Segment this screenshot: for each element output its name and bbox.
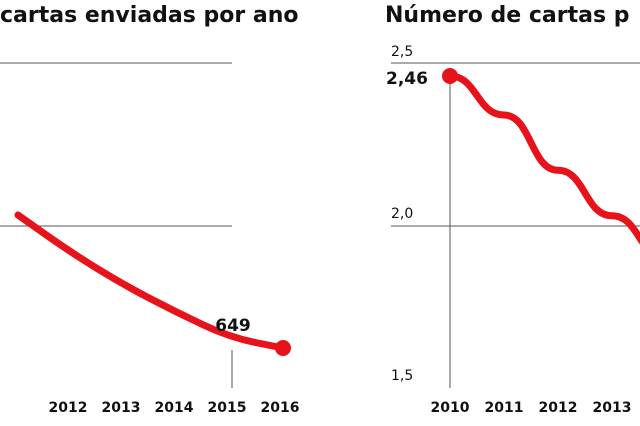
right-x-tick-label: 2010 (431, 400, 470, 416)
left-chart-title: cartas enviadas por ano (0, 3, 299, 28)
left-x-tick-label: 2015 (208, 400, 247, 416)
right-x-tick-label: 2011 (485, 400, 524, 416)
left-x-tick-label: 2012 (49, 400, 88, 416)
left-series-line (14, 211, 287, 352)
left-x-axis-ticks: 2012 2013 2014 2015 2016 (49, 400, 300, 416)
right-chart-title: Número de cartas p (385, 3, 629, 28)
right-start-point (442, 68, 458, 84)
right-series-line (446, 72, 640, 245)
right-y-tick-middle: 2,0 (391, 206, 413, 222)
right-start-value-label: 2,46 (386, 69, 428, 89)
right-y-tick-bottom: 1,5 (391, 368, 413, 384)
left-chart: cartas enviadas por ano 2012 2013 2014 2015… (0, 3, 299, 416)
left-x-tick-label: 2016 (261, 400, 300, 416)
right-chart: Número de cartas p 2,5 2,0 1,5 2010 2011 2… (385, 3, 640, 416)
left-x-tick-label: 2013 (102, 400, 141, 416)
left-series (14, 211, 291, 356)
right-y-tick-top: 2,5 (391, 44, 413, 60)
right-x-tick-label: 2013 (593, 400, 632, 416)
left-end-point (275, 340, 291, 356)
left-x-tick-label: 2014 (155, 400, 194, 416)
right-series (442, 68, 640, 245)
left-end-value-label: 649 (215, 316, 251, 336)
right-x-tick-label: 2012 (539, 400, 578, 416)
